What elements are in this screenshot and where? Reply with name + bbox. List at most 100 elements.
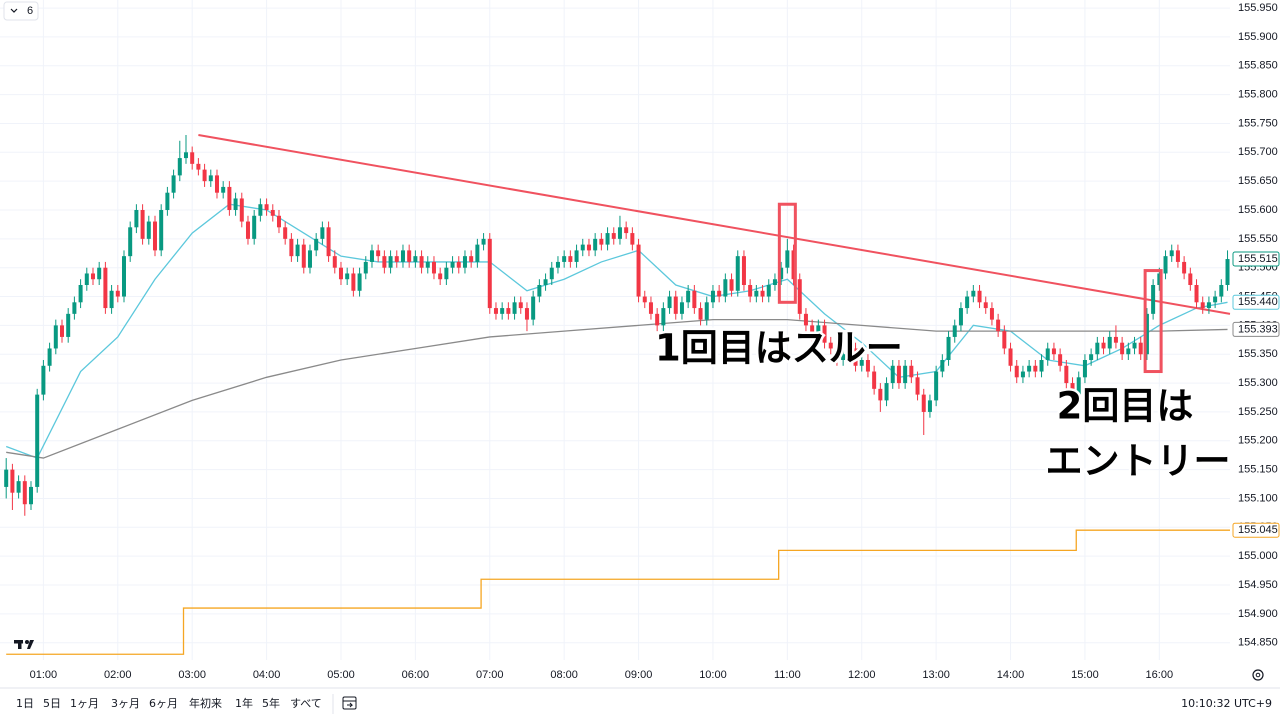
candle-body [996, 319, 1001, 332]
candle-body [1175, 250, 1180, 262]
settings-icon[interactable] [1252, 669, 1264, 681]
candle-body [909, 365, 914, 378]
x-tick-label: 01:00 [30, 669, 58, 681]
candle-body [834, 348, 839, 360]
candle-body [109, 290, 114, 309]
candle-body [884, 383, 889, 401]
candle-body [1169, 250, 1174, 257]
range-button[interactable]: 1ヶ月 [70, 697, 99, 710]
price-label: 155.045 [1238, 524, 1278, 536]
y-tick-label: 155.900 [1238, 31, 1278, 43]
candle-body [865, 360, 870, 372]
candle-body [314, 238, 319, 251]
candle-body [896, 365, 901, 384]
candle-body [1008, 348, 1013, 366]
y-tick-label: 154.900 [1238, 608, 1278, 620]
candle-body [512, 302, 517, 314]
x-tick-label: 13:00 [922, 669, 950, 681]
candle-body [97, 267, 102, 280]
candle-body [208, 175, 213, 182]
range-button[interactable]: すべて [290, 697, 322, 710]
indicator-line [5, 203, 1228, 459]
range-button[interactable]: 年初来 [189, 696, 222, 710]
candle-body [890, 365, 895, 384]
price-label-box [1232, 321, 1280, 337]
candle-body [785, 250, 790, 268]
candle-body [611, 233, 616, 239]
price-axis-labels: 154.850154.900154.950155.000155.050155.1… [1232, 2, 1280, 649]
candle-body [1064, 365, 1069, 384]
candle-body [258, 204, 263, 216]
toolbar: 1日 5日 1ヶ月 3ヶ月 6ヶ月 年初来 1年 5年 すべて [16, 696, 322, 710]
candle-body [927, 400, 932, 412]
candle-body [369, 250, 374, 262]
candle-body [934, 371, 939, 401]
range-button[interactable]: 5年 [262, 696, 280, 710]
candle-body [599, 238, 604, 245]
candle-body [419, 256, 424, 268]
candle-body [679, 302, 684, 314]
x-tick-label: 10:00 [699, 669, 727, 681]
candle-body [425, 261, 430, 268]
candle-body [276, 215, 281, 228]
candle-body [1225, 259, 1230, 285]
x-tick-label: 07:00 [476, 669, 504, 681]
range-button[interactable]: 1年 [235, 696, 253, 710]
candle-body [35, 394, 40, 487]
x-tick-label: 05:00 [327, 669, 355, 681]
range-button[interactable]: 3ヶ月 [111, 697, 140, 710]
candle-body [1089, 354, 1094, 360]
candle-body [971, 290, 976, 297]
candle-body [562, 256, 567, 262]
candle-body [704, 302, 709, 320]
annotation: 2回目は [1057, 385, 1194, 428]
range-button[interactable]: 6ヶ月 [149, 697, 178, 710]
candle-body [332, 256, 337, 268]
y-tick-label: 155.250 [1238, 406, 1278, 418]
candle-body [735, 256, 740, 291]
candle-body [543, 279, 548, 285]
x-tick-label: 06:00 [402, 669, 430, 681]
candle-body [1014, 365, 1019, 378]
candle-body [363, 261, 368, 274]
candle-body [859, 360, 864, 366]
range-button[interactable]: 5日 [43, 697, 61, 710]
candle-body [593, 238, 598, 251]
range-button[interactable]: 1日 [16, 697, 34, 710]
candle-body [915, 377, 920, 395]
candle-body [729, 279, 734, 291]
candle-body [134, 210, 139, 228]
candle-body [779, 267, 784, 280]
candle-body [698, 308, 703, 320]
logo [14, 640, 34, 649]
candle-body [140, 210, 145, 239]
candle-body [1082, 360, 1087, 378]
y-tick-label: 155.200 [1238, 435, 1278, 447]
x-tick-label: 12:00 [848, 669, 876, 681]
plot [4, 134, 1231, 655]
y-tick-label: 155.700 [1238, 146, 1278, 158]
candle-body [53, 325, 58, 349]
price-label: 155.515 [1238, 253, 1278, 265]
legend-toggle[interactable] [3, 1, 39, 21]
candle-body [661, 308, 666, 326]
candle-body [946, 336, 951, 360]
y-tick-label: 155.800 [1238, 89, 1278, 101]
candle-body [754, 290, 759, 297]
calendar-icon[interactable] [342, 696, 357, 710]
candle-body [407, 250, 412, 262]
highlight-box [777, 202, 797, 304]
candle-body [152, 221, 157, 251]
y-tick-label: 155.950 [1238, 2, 1278, 14]
candle-body [531, 296, 536, 320]
candle-body [1051, 348, 1056, 355]
candle-body [295, 244, 300, 257]
candle-body [196, 163, 201, 170]
candle-body [177, 158, 182, 176]
candle-body [872, 371, 877, 389]
trend-line [198, 134, 1231, 315]
candle-body [171, 175, 176, 193]
candle-body [692, 290, 697, 309]
candle-body [797, 279, 802, 314]
